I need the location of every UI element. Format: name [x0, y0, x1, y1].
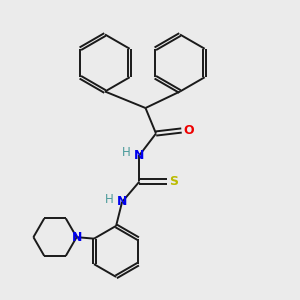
Text: S: S [169, 175, 178, 188]
Text: N: N [134, 148, 145, 162]
Text: N: N [117, 195, 127, 208]
Text: N: N [71, 231, 82, 244]
Text: H: H [122, 146, 131, 159]
Text: O: O [184, 124, 194, 137]
Text: H: H [105, 193, 114, 206]
